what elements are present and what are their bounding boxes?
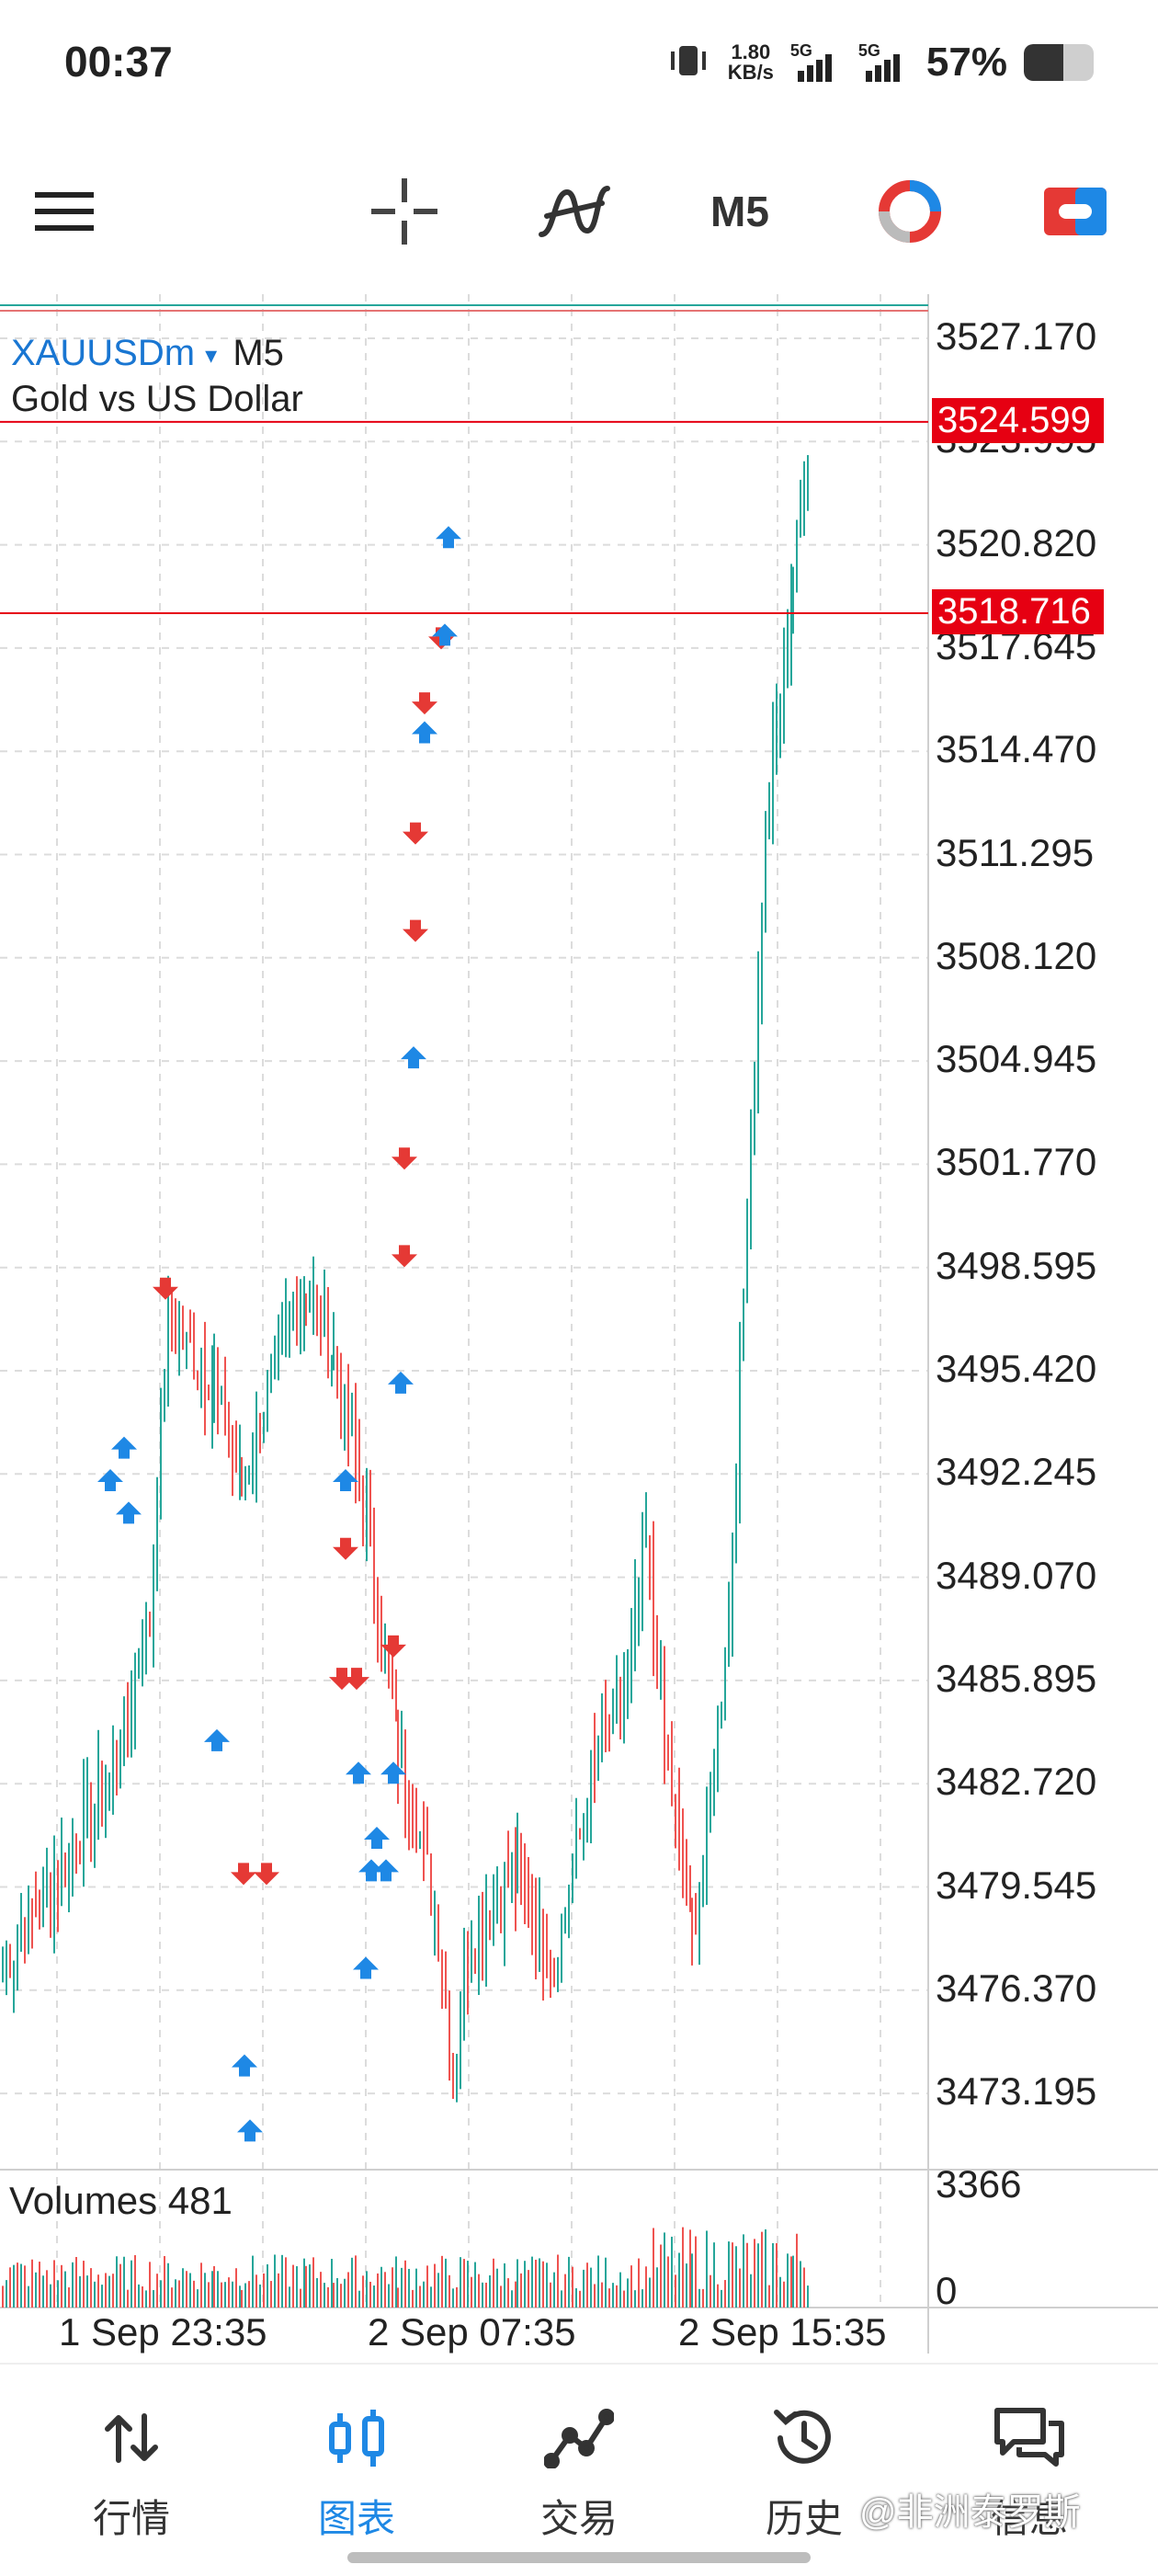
buy-arrow-icon [432,623,458,646]
timeframe-button[interactable]: M5 [710,188,769,235]
status-time: 00:37 [64,38,173,85]
sell-arrow-icon [329,1668,355,1691]
sell-arrow-icon [153,1277,178,1300]
price-chart[interactable]: XAUUSDm ▾ M5 Gold vs US Dollar 3527.170 3… [0,294,1158,2354]
buy-arrow-icon [358,1859,384,1882]
sell-arrow-icon [380,1635,406,1658]
price-axis-label: 3514.470 [936,727,1097,771]
sell-arrow-icon [344,1668,369,1691]
price-level-tag: 3524.599 [932,397,1104,443]
buy-arrow-icon [232,2054,257,2077]
one-click-trading-icon[interactable] [868,165,951,257]
sell-arrow-icon [403,919,428,942]
vibrate-icon [665,42,711,84]
price-axis-label: 3504.945 [936,1037,1097,1081]
buy-arrow-icon [346,1761,371,1784]
hamburger-menu-icon[interactable] [28,165,101,257]
price-axis-label: 3482.720 [936,1760,1097,1804]
trade-icon [496,2401,662,2475]
bottom-navigation: 行情 图表 交易 历史 [0,2363,1158,2576]
symbol-name: XAUUSDm [11,333,196,373]
chart-canvas[interactable] [0,294,1158,2354]
time-axis-label: 2 Sep 15:35 [678,2310,887,2354]
history-icon [721,2401,887,2475]
buy-arrow-icon [388,1371,414,1394]
sell-arrow-icon [403,822,428,845]
account-icon[interactable] [1034,165,1117,257]
price-axis-label: 3495.420 [936,1347,1097,1390]
network-speed: 1.80 KB/s [727,40,774,84]
buy-arrow-icon [412,721,437,744]
volume-axis-min: 0 [936,2269,958,2312]
chevron-down-icon: ▾ [205,340,218,369]
price-axis-label: 3511.295 [936,830,1095,874]
indicators-icon[interactable] [533,165,616,257]
price-axis-label: 3473.195 [936,2069,1097,2114]
sell-arrow-icon [333,1537,358,1560]
chart-toolbar: M5 [0,165,1158,257]
price-axis-label: 3520.820 [936,520,1097,564]
nav-quotes[interactable]: 行情 [49,2401,214,2544]
signal-2-icon: 5G [858,41,910,84]
status-icons: 1.80 KB/s 5G 5G 57% [665,37,1094,88]
buy-arrow-icon [116,1501,142,1524]
buy-arrow-icon [436,526,461,549]
battery-icon [1024,44,1094,81]
sell-arrow-icon [392,1245,417,1268]
nav-chart[interactable]: 图表 [274,2401,439,2544]
status-bar: 00:37 1.80 KB/s 5G 5G 57% [0,0,1158,129]
price-axis-label: 3508.120 [936,933,1097,977]
volume-axis-max: 3366 [936,2162,1022,2206]
nav-messages[interactable]: 信息 [947,2401,1112,2544]
price-axis-label: 3485.895 [936,1656,1097,1700]
price-axis-label: 3489.070 [936,1553,1097,1597]
time-axis-label: 2 Sep 07:35 [368,2310,576,2354]
buy-arrow-icon [380,1761,406,1784]
price-axis-label: 3501.770 [936,1140,1097,1184]
buy-arrow-icon [353,1956,379,1979]
buy-arrow-icon [111,1436,137,1459]
sell-arrow-icon [254,1863,279,1886]
symbol-description: Gold vs US Dollar [11,379,303,419]
buy-arrow-icon [373,1859,399,1882]
quotes-icon [49,2401,214,2475]
nav-history[interactable]: 历史 [721,2401,887,2544]
sell-arrow-icon [392,1147,417,1170]
price-axis-label: 3492.245 [936,1450,1097,1494]
buy-arrow-icon [204,1728,230,1751]
chart-icon [274,2401,439,2475]
home-indicator[interactable] [347,2552,811,2563]
buy-arrow-icon [97,1468,123,1491]
crosshair-icon[interactable] [368,165,441,257]
buy-arrow-icon [364,1827,390,1850]
sell-arrow-icon [231,1863,256,1886]
buy-arrow-icon [237,2119,263,2142]
symbol-timeframe: M5 [233,333,284,373]
watermark-text: @非洲泰罗斯 [859,2492,1081,2533]
sell-arrow-icon [412,692,437,715]
price-level-tag: 3518.716 [932,589,1104,635]
battery-percent: 57% [925,40,1007,85]
messages-icon [947,2401,1112,2475]
nav-trade[interactable]: 交易 [496,2401,662,2544]
volume-label: Volumes 481 [9,2179,233,2222]
price-axis-label: 3476.370 [936,1966,1097,2010]
time-axis-label: 1 Sep 23:35 [59,2310,267,2354]
price-axis-label: 3498.595 [936,1243,1097,1287]
buy-arrow-icon [401,1046,426,1069]
signal-1-icon: 5G [790,41,842,84]
price-axis-label: 3527.170 [936,314,1097,358]
buy-arrow-icon [333,1468,358,1491]
price-axis-label: 3479.545 [936,1863,1097,1907]
symbol-label[interactable]: XAUUSDm ▾ M5 [11,333,284,374]
